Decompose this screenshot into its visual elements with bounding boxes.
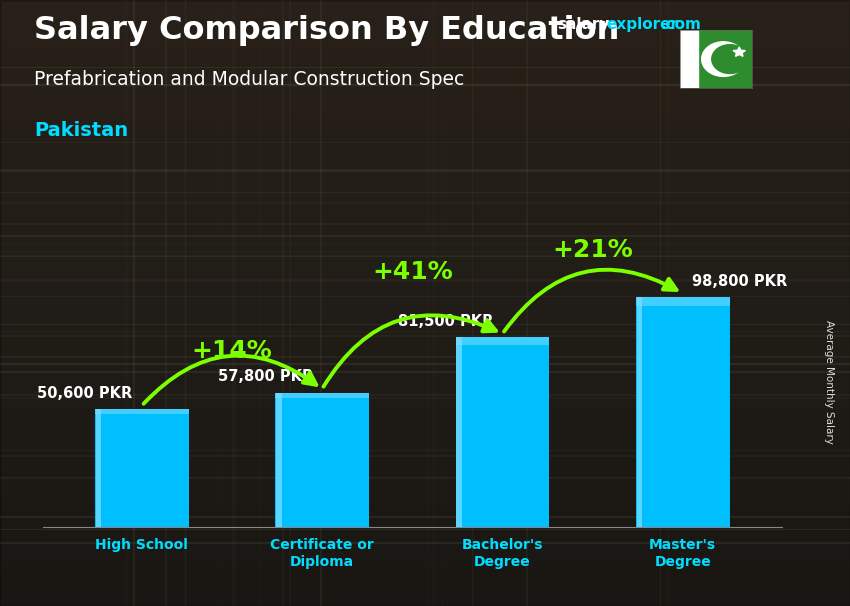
Bar — [0, 454, 850, 461]
Bar — [0, 479, 850, 485]
Text: Prefabrication and Modular Construction Spec: Prefabrication and Modular Construction … — [34, 70, 464, 88]
Bar — [0, 255, 850, 261]
Bar — [0, 358, 850, 364]
Bar — [0, 351, 850, 358]
Bar — [0, 297, 850, 303]
Bar — [0, 503, 850, 509]
Bar — [0, 412, 850, 418]
Bar — [0, 48, 850, 55]
Bar — [0, 55, 850, 61]
Bar — [0, 570, 850, 576]
Text: 81,500 PKR: 81,500 PKR — [398, 314, 493, 329]
Bar — [0, 67, 850, 73]
Bar — [0, 370, 850, 376]
Bar — [0, 103, 850, 109]
Bar — [0, 61, 850, 67]
Bar — [0, 79, 850, 85]
Bar — [0, 188, 850, 194]
Bar — [0, 327, 850, 333]
Bar — [0, 497, 850, 503]
Bar — [0, 303, 850, 309]
Bar — [456, 338, 549, 527]
Bar — [0, 248, 850, 255]
Bar — [0, 133, 850, 139]
Bar — [0, 321, 850, 327]
Polygon shape — [680, 30, 698, 88]
Bar — [0, 218, 850, 224]
Bar — [456, 338, 462, 527]
Bar — [0, 18, 850, 24]
Bar — [636, 297, 729, 527]
Bar — [0, 545, 850, 551]
Bar — [0, 406, 850, 412]
Bar — [0, 424, 850, 430]
Bar — [96, 409, 101, 527]
Text: 50,600 PKR: 50,600 PKR — [37, 386, 133, 401]
Bar — [0, 158, 850, 164]
Bar — [0, 364, 850, 370]
Bar — [0, 139, 850, 145]
Bar — [0, 382, 850, 388]
Bar — [0, 430, 850, 436]
Bar — [0, 564, 850, 570]
Bar — [0, 376, 850, 382]
Bar — [0, 12, 850, 18]
Bar — [0, 515, 850, 521]
Text: 98,800 PKR: 98,800 PKR — [692, 274, 787, 289]
Bar — [0, 473, 850, 479]
Bar — [0, 236, 850, 242]
Bar — [0, 418, 850, 424]
Bar — [0, 0, 850, 6]
Bar — [0, 491, 850, 497]
Bar — [0, 267, 850, 273]
Bar — [0, 527, 850, 533]
Text: Salary Comparison By Education: Salary Comparison By Education — [34, 15, 620, 46]
Text: +41%: +41% — [372, 260, 452, 284]
Bar — [0, 339, 850, 345]
Bar — [0, 152, 850, 158]
Bar — [0, 467, 850, 473]
Bar — [0, 509, 850, 515]
Text: +21%: +21% — [552, 238, 633, 262]
Bar — [0, 36, 850, 42]
Polygon shape — [702, 42, 745, 76]
Bar — [0, 461, 850, 467]
Bar — [0, 588, 850, 594]
Bar — [0, 170, 850, 176]
Bar — [0, 91, 850, 97]
Bar — [0, 539, 850, 545]
Bar — [95, 409, 189, 414]
Bar — [275, 393, 369, 527]
Text: +14%: +14% — [191, 339, 272, 362]
Polygon shape — [711, 45, 748, 73]
Bar — [0, 109, 850, 115]
Polygon shape — [733, 47, 745, 56]
Text: 57,800 PKR: 57,800 PKR — [218, 369, 313, 384]
Bar — [0, 6, 850, 12]
Bar — [0, 200, 850, 206]
Bar — [0, 30, 850, 36]
Bar — [0, 127, 850, 133]
Text: Pakistan: Pakistan — [34, 121, 128, 140]
Text: salary: salary — [557, 17, 609, 32]
Bar — [0, 182, 850, 188]
Bar — [0, 442, 850, 448]
Bar — [276, 393, 281, 527]
Bar — [0, 388, 850, 394]
Bar — [456, 338, 549, 345]
Bar — [0, 224, 850, 230]
Text: explorer: explorer — [606, 17, 678, 32]
Bar — [0, 273, 850, 279]
Bar — [275, 393, 369, 398]
Bar — [0, 285, 850, 291]
Bar — [0, 436, 850, 442]
Bar — [0, 345, 850, 351]
Bar — [0, 261, 850, 267]
Bar — [0, 164, 850, 170]
Bar — [636, 297, 729, 306]
Bar — [0, 97, 850, 103]
Bar — [0, 73, 850, 79]
Bar — [0, 551, 850, 558]
Bar — [0, 521, 850, 527]
